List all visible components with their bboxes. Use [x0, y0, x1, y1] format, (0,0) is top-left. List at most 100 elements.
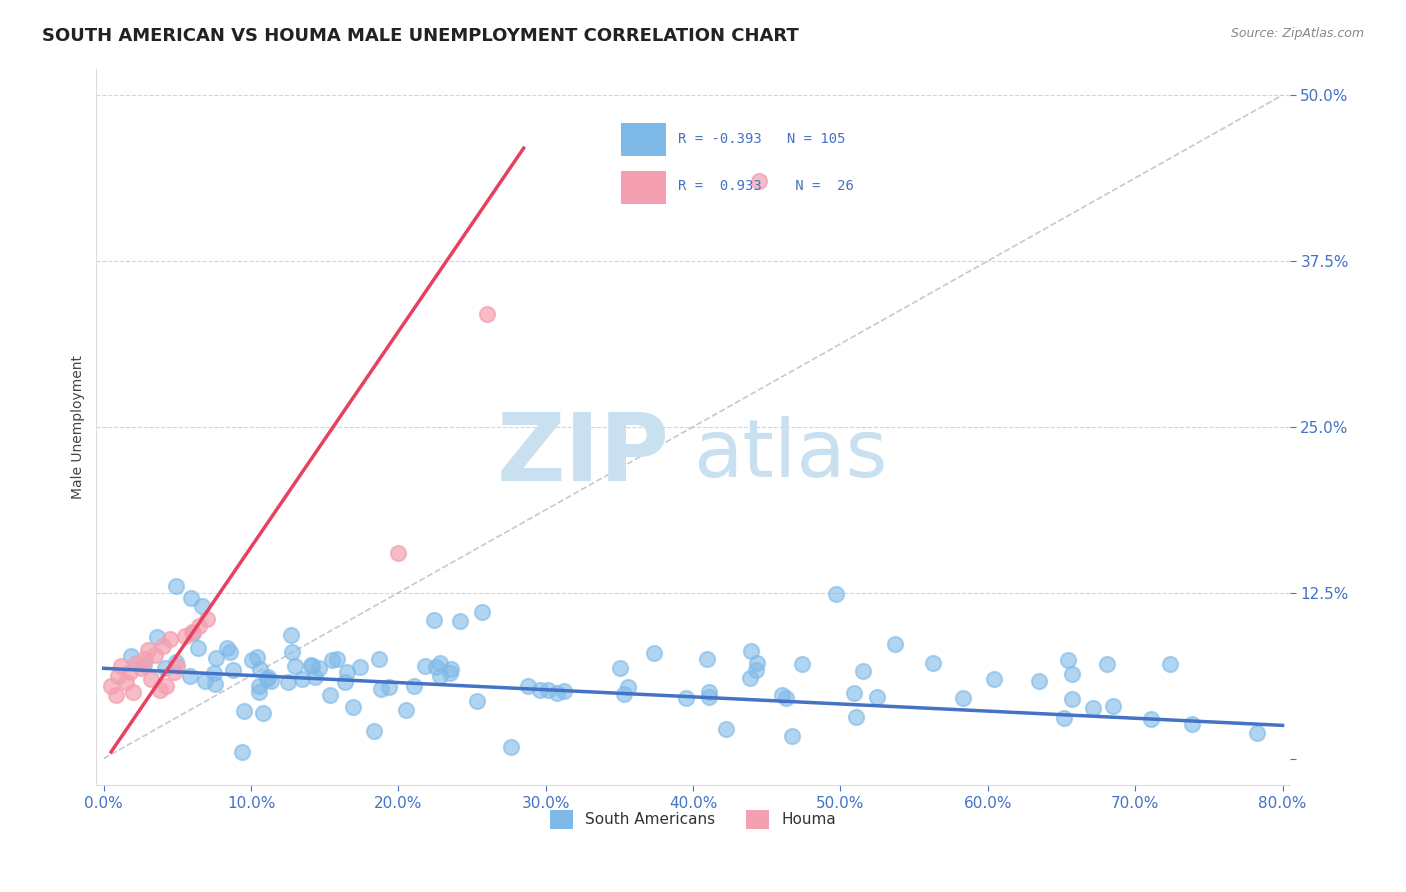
Point — [134, 652, 156, 666]
Point — [247, 679, 270, 693]
Point — [193, 674, 215, 689]
Point — [413, 658, 436, 673]
Point — [866, 690, 889, 705]
Point — [675, 690, 697, 705]
Point — [616, 680, 638, 694]
Point — [1028, 673, 1050, 688]
Point — [215, 640, 238, 655]
Text: atlas: atlas — [693, 417, 887, 494]
Point — [179, 668, 201, 682]
Point — [247, 685, 270, 699]
Point — [1056, 653, 1078, 667]
Point — [697, 684, 720, 698]
Point — [252, 706, 274, 721]
Bar — [621, 123, 666, 155]
Point — [231, 745, 253, 759]
Point — [257, 670, 280, 684]
Point — [146, 630, 169, 644]
Point — [336, 665, 359, 679]
Point — [921, 656, 943, 670]
Point — [181, 625, 204, 640]
Point — [440, 662, 463, 676]
Point — [301, 659, 323, 673]
Point — [132, 657, 155, 672]
Point — [143, 648, 166, 662]
Point — [1081, 700, 1104, 714]
Point — [139, 672, 162, 686]
Point — [202, 666, 225, 681]
Point — [291, 672, 314, 686]
Point — [277, 674, 299, 689]
Point — [546, 686, 568, 700]
Point — [159, 632, 181, 647]
Point — [842, 686, 865, 700]
Text: R = -0.393   N = 105: R = -0.393 N = 105 — [678, 132, 845, 146]
Point — [775, 691, 797, 706]
Point — [845, 710, 868, 724]
Point — [120, 665, 142, 680]
Point — [370, 681, 392, 696]
Point — [387, 546, 409, 560]
Point — [363, 723, 385, 738]
Point — [321, 653, 343, 667]
Point — [284, 658, 307, 673]
Point — [100, 679, 122, 693]
Point — [1062, 667, 1084, 681]
Point — [187, 641, 209, 656]
Point — [190, 599, 212, 613]
Point — [163, 665, 186, 680]
Point — [429, 669, 451, 683]
Point — [1095, 657, 1118, 671]
Point — [537, 682, 560, 697]
Point — [204, 677, 226, 691]
Point — [166, 579, 188, 593]
Point — [155, 660, 177, 674]
Point — [249, 662, 271, 676]
Point — [152, 639, 174, 653]
Point — [280, 627, 302, 641]
Point — [232, 704, 254, 718]
Point — [825, 587, 848, 601]
Point — [1181, 716, 1204, 731]
Point — [319, 688, 342, 702]
Point — [1102, 698, 1125, 713]
Point — [609, 661, 631, 675]
Point — [195, 612, 218, 626]
Point — [465, 694, 488, 708]
Point — [304, 670, 326, 684]
Point — [122, 685, 145, 699]
Point — [342, 700, 364, 714]
Point — [748, 174, 770, 188]
Legend: South Americans, Houma: South Americans, Houma — [544, 804, 842, 835]
Point — [501, 739, 523, 754]
Point — [1053, 711, 1076, 725]
Text: ZIP: ZIP — [496, 409, 669, 501]
Point — [439, 666, 461, 681]
Point — [246, 649, 269, 664]
Point — [281, 645, 304, 659]
Point — [404, 679, 426, 693]
Point — [529, 683, 551, 698]
Point — [114, 674, 136, 689]
Point — [110, 658, 132, 673]
Point — [166, 658, 188, 673]
Point — [745, 656, 768, 670]
Point — [780, 730, 803, 744]
Point — [260, 673, 283, 688]
Text: R =  0.933    N =  26: R = 0.933 N = 26 — [678, 179, 853, 194]
Point — [475, 307, 498, 321]
Point — [149, 682, 172, 697]
Point — [517, 679, 540, 693]
Point — [851, 664, 873, 678]
Point — [173, 630, 195, 644]
Point — [299, 658, 322, 673]
Point — [155, 679, 177, 693]
Point — [240, 653, 263, 667]
Point — [697, 690, 720, 704]
Text: SOUTH AMERICAN VS HOUMA MALE UNEMPLOYMENT CORRELATION CHART: SOUTH AMERICAN VS HOUMA MALE UNEMPLOYMEN… — [42, 27, 799, 45]
Point — [1060, 692, 1083, 706]
Point — [136, 642, 159, 657]
Point — [449, 614, 471, 628]
Point — [181, 626, 204, 640]
Point — [425, 660, 447, 674]
